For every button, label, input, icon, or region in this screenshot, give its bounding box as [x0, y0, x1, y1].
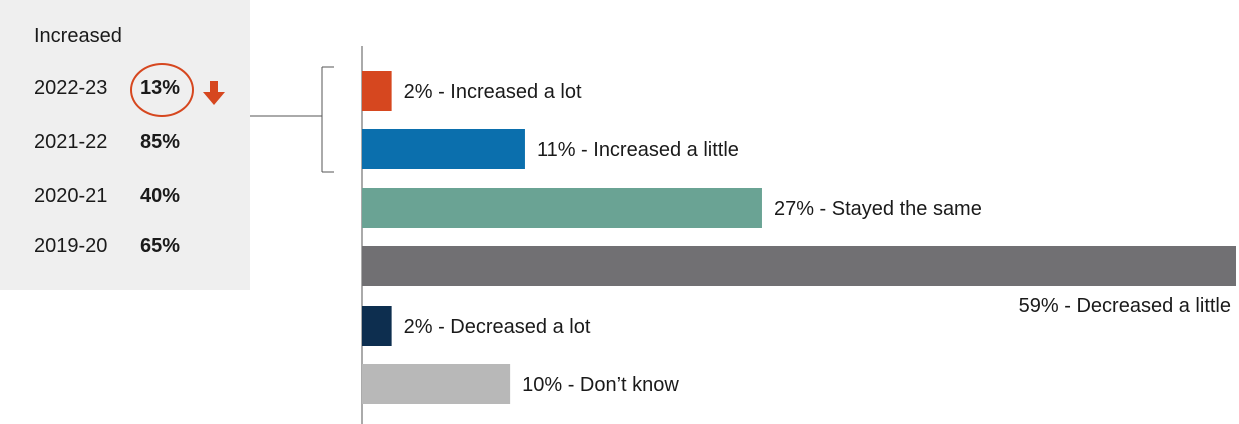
year-label: 2019-20 — [34, 235, 108, 257]
year-value: 85% — [140, 131, 181, 153]
year-label: 2021-22 — [34, 131, 108, 153]
summary-panel: Increased 2022-23 13% 2021-22 85% 2020-2… — [0, 0, 250, 290]
year-label: 2022-23 — [34, 77, 108, 99]
bar-label-5: 10% - Don’t know — [522, 374, 679, 396]
arrow-down-icon — [203, 81, 225, 105]
bar-label-0: 2% - Increased a lot — [404, 81, 582, 103]
bar-1 — [362, 129, 525, 169]
bar-label-3: 59% - Decreased a little — [1019, 295, 1231, 317]
bar-0 — [362, 71, 392, 111]
bar-label-4: 2% - Decreased a lot — [404, 316, 591, 338]
bar-2 — [362, 188, 762, 228]
bracket-connector — [250, 66, 334, 173]
bars-group: 2% - Increased a lot 11% - Increased a li… — [362, 71, 1236, 404]
year-value: 40% — [140, 185, 181, 207]
bar-4 — [362, 306, 392, 346]
bar-label-2: 27% - Stayed the same — [774, 198, 982, 220]
bar-label-1: 11% - Increased a little — [537, 139, 739, 161]
bar-5 — [362, 364, 511, 404]
highlight-circle — [130, 63, 194, 117]
year-label: 2020-21 — [34, 185, 108, 207]
year-value: 65% — [140, 235, 181, 257]
panel-heading: Increased — [34, 25, 122, 47]
bar-3 — [362, 246, 1236, 286]
